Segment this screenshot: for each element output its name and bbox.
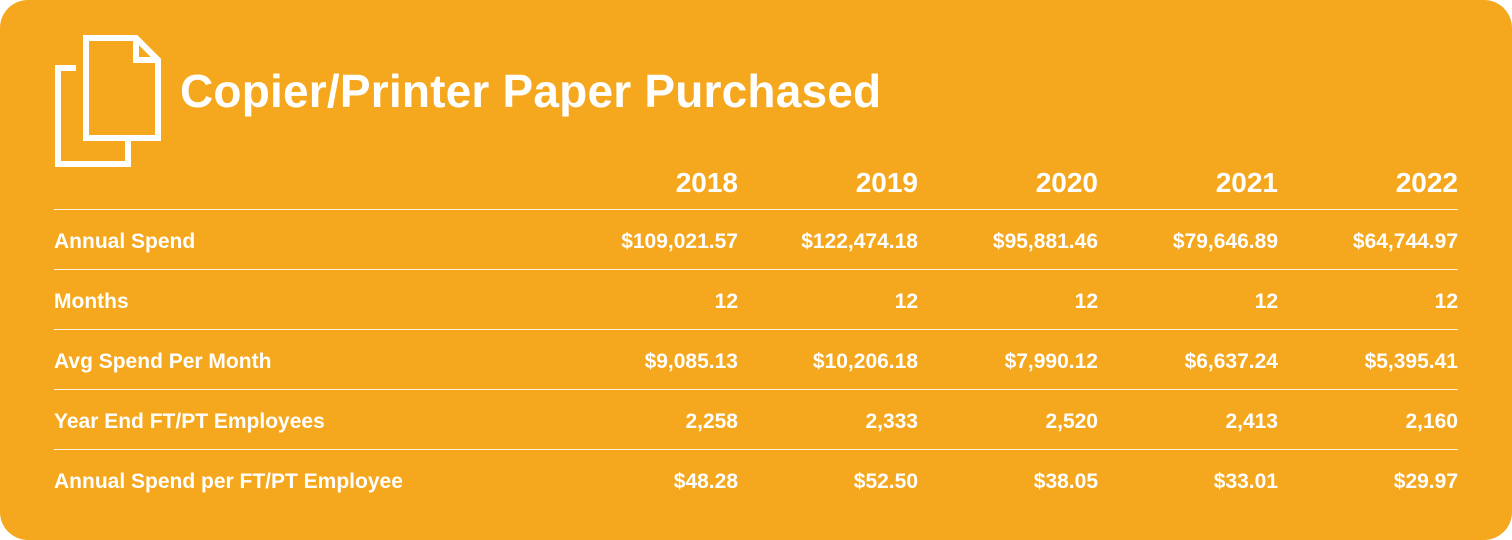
table-cell: $48.28 <box>673 470 738 493</box>
table-header-row: 2018 2019 2020 2021 2022 <box>54 155 1458 210</box>
row-label: Year End FT/PT Employees <box>54 410 325 433</box>
column-header-year: 2019 <box>855 167 918 198</box>
table-cell: 2,160 <box>1405 410 1458 433</box>
table-cell: $38.05 <box>1033 470 1098 493</box>
table-row-annual-spend: Annual Spend $109,021.57 $122,474.18 $95… <box>54 210 1458 270</box>
table-cell: 12 <box>1434 290 1458 313</box>
table-cell: $29.97 <box>1393 470 1458 493</box>
table-cell: $5,395.41 <box>1364 350 1458 373</box>
table-cell: 12 <box>1254 290 1278 313</box>
table-cell: 2,333 <box>865 410 918 433</box>
table-cell: 12 <box>894 290 918 313</box>
row-label: Avg Spend Per Month <box>54 350 272 373</box>
table-cell: 2,258 <box>685 410 738 433</box>
table-cell: $109,021.57 <box>621 230 738 253</box>
table-row-avg-spend-per-month: Avg Spend Per Month $9,085.13 $10,206.18… <box>54 330 1458 390</box>
table-cell: $33.01 <box>1213 470 1278 493</box>
table-cell: $64,744.97 <box>1352 230 1458 253</box>
table-cell: $52.50 <box>853 470 918 493</box>
table-cell: $122,474.18 <box>801 230 918 253</box>
row-label: Annual Spend <box>54 230 196 253</box>
table-cell: 2,520 <box>1045 410 1098 433</box>
documents-icon <box>55 35 161 167</box>
table-row-months: Months 12 12 12 12 12 <box>54 270 1458 330</box>
table-cell: $6,637.24 <box>1184 350 1278 373</box>
column-header-year: 2018 <box>675 167 738 198</box>
table-cell: 12 <box>714 290 738 313</box>
page-title: Copier/Printer Paper Purchased <box>180 65 882 117</box>
table-cell: $10,206.18 <box>812 350 918 373</box>
column-header-year: 2020 <box>1035 167 1098 198</box>
table-cell: $9,085.13 <box>644 350 738 373</box>
table-cell: 12 <box>1074 290 1098 313</box>
table-row-spend-per-employee: Annual Spend per FT/PT Employee $48.28 $… <box>54 450 1458 509</box>
table-cell: $79,646.89 <box>1172 230 1278 253</box>
table-cell: 2,413 <box>1225 410 1278 433</box>
table-row-year-end-employees: Year End FT/PT Employees 2,258 2,333 2,5… <box>54 390 1458 450</box>
data-table: 2018 2019 2020 2021 2022 Annual Spend $1… <box>54 155 1458 509</box>
column-header-year: 2021 <box>1215 167 1278 198</box>
row-label: Months <box>54 290 129 313</box>
column-header-year: 2022 <box>1395 167 1458 198</box>
table-cell: $7,990.12 <box>1004 350 1098 373</box>
row-label: Annual Spend per FT/PT Employee <box>54 470 403 493</box>
table-cell: $95,881.46 <box>992 230 1098 253</box>
